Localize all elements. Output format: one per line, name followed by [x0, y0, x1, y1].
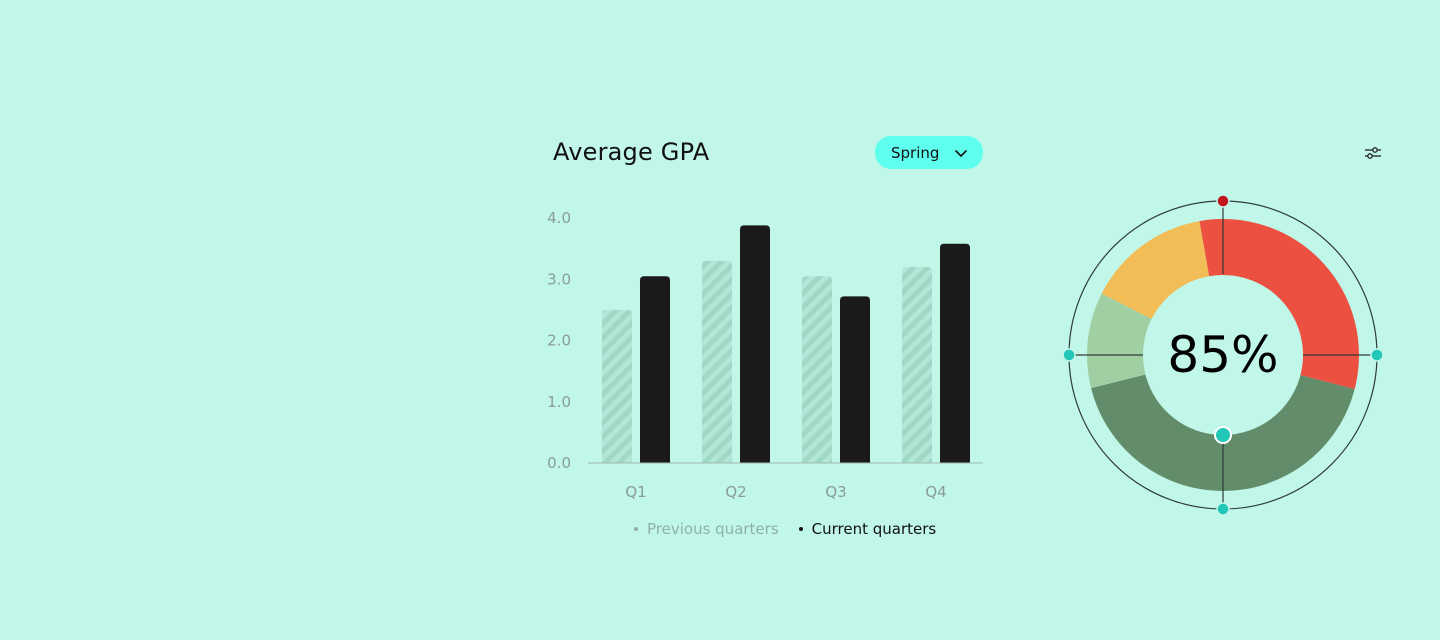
gpa-bar-chart: 0.0 1.0 2.0 3.0 4.0 Q1 Q2 Q3 Q4	[547, 209, 983, 501]
donut-percentage: 85%	[1167, 326, 1279, 384]
bar-current-q3	[840, 296, 870, 463]
legend-item-previous: Previous quarters	[634, 520, 779, 538]
donut-segment-1	[1199, 219, 1359, 390]
y-tick-label: 4.0	[547, 209, 571, 227]
x-tick-label: Q4	[925, 483, 946, 501]
y-tick-label: 2.0	[547, 332, 571, 350]
bar-previous-q2	[702, 260, 732, 463]
chevron-down-icon	[955, 149, 967, 157]
bar-current-q4	[940, 243, 970, 463]
donut-segment-3	[1087, 293, 1152, 389]
legend-item-current: Current quarters	[798, 520, 937, 538]
bar-current-q2	[740, 225, 770, 463]
x-tick-label: Q2	[725, 483, 746, 501]
donut-segment-2	[1091, 374, 1355, 491]
bar-previous-q3	[802, 276, 832, 463]
handle-right[interactable]	[1370, 348, 1384, 362]
x-tick-label: Q3	[825, 483, 846, 501]
x-tick-label: Q1	[625, 483, 646, 501]
sliders-icon	[1365, 147, 1381, 159]
season-dropdown-value: Spring	[891, 143, 940, 162]
legend-dot-current	[798, 527, 803, 531]
handle-top[interactable]	[1216, 194, 1230, 208]
legend-label-previous: Previous quarters	[647, 520, 779, 538]
donut-gauge	[1062, 194, 1384, 516]
settings-button[interactable]	[1360, 142, 1386, 164]
bar-previous-q1	[602, 309, 632, 463]
legend-dot-previous	[634, 527, 638, 531]
y-tick-label: 0.0	[547, 454, 571, 472]
chart-legend: Previous quarters Current quarters	[634, 520, 936, 538]
bar-current-q1	[640, 276, 670, 463]
chart-title: Average GPA	[553, 138, 710, 166]
y-tick-label: 3.0	[547, 270, 571, 288]
season-dropdown[interactable]: Spring	[875, 136, 983, 169]
bar-previous-q4	[902, 267, 932, 463]
legend-label-current: Current quarters	[811, 520, 937, 538]
handle-inner[interactable]	[1214, 426, 1232, 444]
handle-left[interactable]	[1062, 348, 1076, 362]
handle-bottom[interactable]	[1216, 502, 1230, 516]
donut-segment-4	[1101, 221, 1210, 319]
y-tick-label: 1.0	[547, 393, 571, 411]
